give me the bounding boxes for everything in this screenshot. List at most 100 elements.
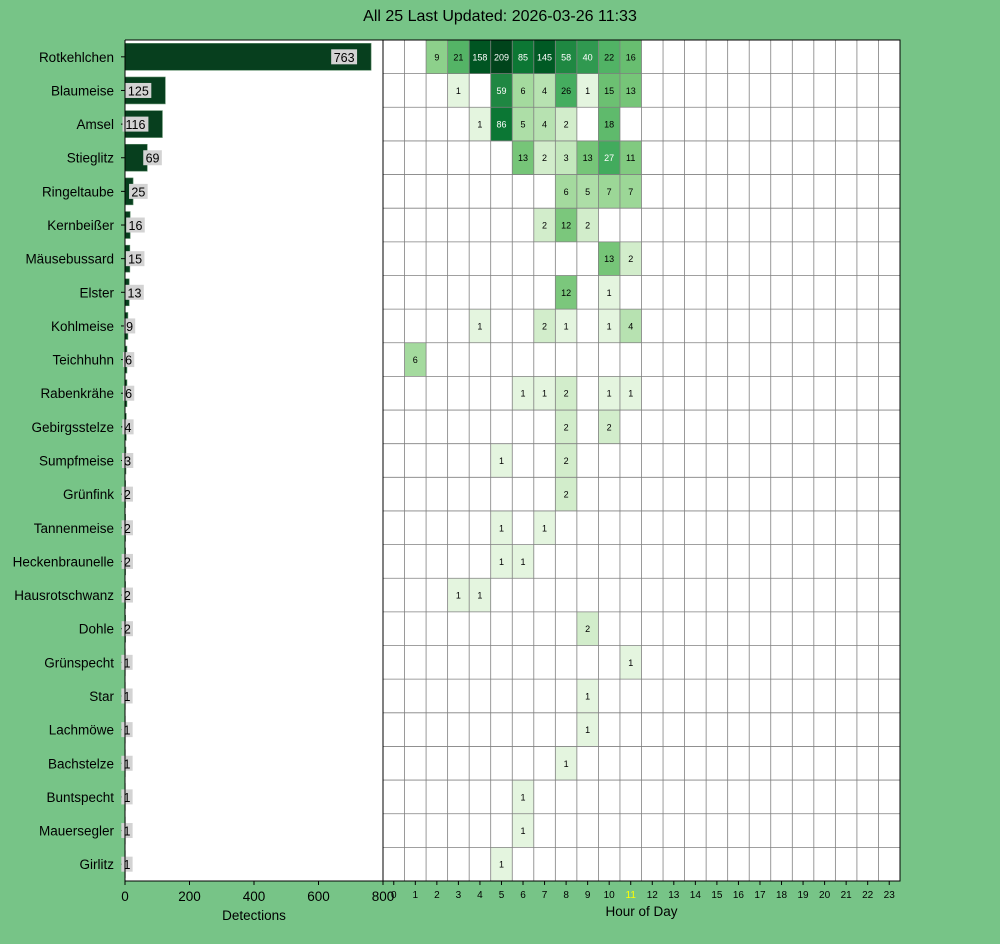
heatmap-cell-label: 1 (499, 523, 504, 533)
heatmap-cell-label: 1 (456, 86, 461, 96)
hour-tick-label: 7 (542, 890, 548, 901)
x-tick-label: 600 (307, 889, 330, 904)
heatmap-cell-label: 1 (564, 321, 569, 331)
x-tick-label: 0 (121, 889, 129, 904)
heatmap-cell-label: 1 (585, 725, 590, 735)
hour-tick-label: 0 (391, 890, 397, 901)
category-label: Lachmöwe (49, 723, 114, 738)
heatmap-cell-label: 1 (477, 321, 482, 331)
heatmap-cell-label: 2 (542, 321, 547, 331)
data-label: 6 (125, 387, 132, 401)
category-label: Mäusebussard (25, 252, 114, 267)
heatmap-cell-label: 1 (542, 523, 547, 533)
category-label: Elster (79, 285, 114, 300)
hour-tick-label: 3 (456, 890, 462, 901)
heatmap-cell-label: 26 (561, 86, 571, 96)
category-label: Tannenmeise (34, 521, 114, 536)
heatmap-cell-label: 85 (518, 52, 528, 62)
heatmap-cell-label: 7 (628, 187, 633, 197)
hour-tick-label: 4 (477, 890, 483, 901)
heatmap-cell-label: 2 (564, 456, 569, 466)
x-tick-label: 200 (178, 889, 201, 904)
category-label: Teichhuhn (52, 353, 114, 368)
heatmap-cell-label: 1 (521, 826, 526, 836)
heatmap-cell-label: 9 (434, 52, 439, 62)
data-label: 15 (128, 253, 142, 267)
heatmap-cell-label: 16 (626, 52, 636, 62)
data-label: 69 (146, 152, 160, 166)
heatmap-cell-label: 2 (628, 254, 633, 264)
category-label: Dohle (79, 622, 114, 637)
heatmap-cell-label: 2 (542, 153, 547, 163)
category-label: Girlitz (80, 857, 115, 872)
heatmap-cell-label: 2 (564, 389, 569, 399)
data-label: 116 (125, 118, 145, 132)
heatmap-cell-label: 1 (521, 792, 526, 802)
heatmap-cell-label: 27 (604, 153, 614, 163)
heatmap-cell-label: 1 (628, 389, 633, 399)
category-label: Bachstelze (48, 756, 114, 771)
heatmap-cell-label: 15 (604, 86, 614, 96)
hour-tick-label: 18 (776, 890, 788, 901)
heatmap-cell-label: 2 (564, 490, 569, 500)
heatmap-cell-label: 5 (585, 187, 590, 197)
category-label: Rotkehlchen (39, 50, 114, 65)
hour-tick-label: 10 (604, 890, 616, 901)
heatmap-cell-label: 4 (542, 120, 547, 130)
heatmap-cell-label: 6 (521, 86, 526, 96)
category-label: Gebirgsstelze (31, 420, 114, 435)
heatmap-cell-label: 12 (561, 288, 571, 298)
heatmap-cell-label: 13 (518, 153, 528, 163)
heatmap-cell-label: 2 (542, 221, 547, 231)
hour-tick-label: 11 (626, 890, 637, 901)
data-label: 763 (334, 51, 355, 65)
data-label: 16 (129, 219, 143, 233)
heatmap-cell-label: 13 (583, 153, 593, 163)
heatmap-cell-label: 2 (585, 221, 590, 231)
category-label: Stieglitz (67, 151, 115, 166)
hour-tick-label: 20 (819, 890, 831, 901)
category-label: Mauersegler (39, 824, 115, 839)
heatmap-cell-label: 1 (499, 860, 504, 870)
heatmap-cell-label: 209 (494, 52, 509, 62)
heatmap-cell-label: 4 (542, 86, 547, 96)
heatmap-cell-label: 1 (564, 759, 569, 769)
category-label: Heckenbraunelle (13, 554, 114, 569)
category-label: Star (89, 689, 114, 704)
hour-tick-label: 22 (862, 890, 874, 901)
heatmap-cell-label: 58 (561, 52, 571, 62)
heatmap-cell-label: 1 (499, 557, 504, 567)
category-label: Kernbeißer (47, 218, 114, 233)
heatmap-cell-label: 3 (564, 153, 569, 163)
hour-tick-label: 19 (798, 890, 810, 901)
heatmap-cell-label: 1 (628, 658, 633, 668)
chart-title: All 25 Last Updated: 2026-03-26 11:33 (363, 8, 637, 25)
heatmap-cell-label: 2 (585, 624, 590, 634)
hour-tick-label: 23 (884, 890, 896, 901)
heatmap-cell-label: 13 (604, 254, 614, 264)
hour-tick-label: 2 (434, 890, 440, 901)
bar-plot-area (125, 40, 383, 881)
hour-tick-label: 16 (733, 890, 745, 901)
heatmap-cell-label: 13 (626, 86, 636, 96)
category-label: Grünfink (63, 487, 114, 502)
x-axis-label: Detections (222, 908, 286, 923)
hour-tick-label: 17 (754, 890, 766, 901)
heatmap-cell-label: 11 (626, 153, 635, 163)
heatmap-cell-label: 1 (542, 389, 547, 399)
category-label: Hausrotschwanz (14, 588, 114, 603)
hour-tick-label: 14 (690, 890, 702, 901)
data-label: 25 (131, 185, 145, 199)
heatmap-cell-label: 1 (456, 591, 461, 601)
category-label: Blaumeise (51, 83, 114, 98)
x-tick-label: 400 (243, 889, 266, 904)
heatmap-cell-label: 4 (628, 321, 633, 331)
heatmap-cell-label: 6 (564, 187, 569, 197)
heatmap-cell-label: 1 (607, 389, 612, 399)
heatmap-cell-label: 7 (607, 187, 612, 197)
heatmap-cell-label: 12 (561, 221, 571, 231)
